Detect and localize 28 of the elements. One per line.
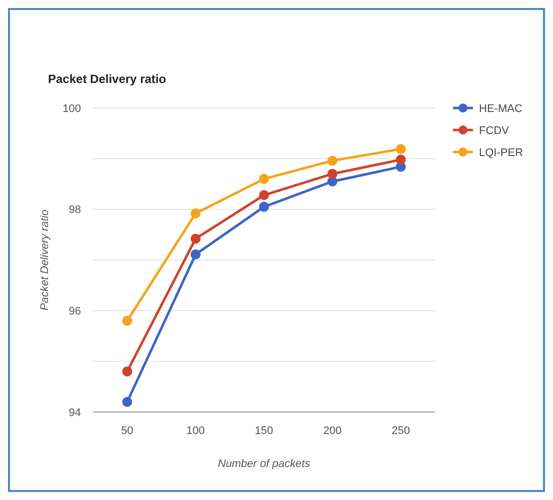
point	[259, 190, 269, 200]
x-tick-label: 200	[323, 425, 342, 437]
x-axis-title: Number of packets	[218, 458, 311, 470]
point	[259, 174, 269, 184]
legend-label: HE-MAC	[479, 102, 522, 115]
x-tick-label: 250	[392, 425, 410, 437]
x-tick-label: 50	[121, 425, 134, 437]
chart-title: Packet Delivery ratio	[48, 72, 166, 86]
point	[396, 154, 406, 165]
point	[327, 168, 338, 179]
legend-label: LQI-PER	[479, 146, 524, 159]
point	[122, 366, 132, 376]
y-tick-label: 98	[68, 204, 81, 216]
point	[259, 202, 269, 212]
y-axis-title: Packet Delivery ratio	[39, 210, 51, 310]
y-tick-label: 100	[62, 102, 81, 115]
point	[190, 208, 201, 218]
x-tick-label: 150	[254, 425, 274, 437]
point	[396, 144, 406, 154]
point	[122, 316, 132, 326]
point	[122, 396, 132, 407]
point	[327, 156, 338, 166]
y-tick-label: 94	[68, 406, 81, 419]
point	[190, 234, 201, 244]
y-tick-label: 96	[68, 306, 81, 318]
x-tick-label: 100	[186, 425, 205, 437]
legend-label: FCDV	[479, 124, 510, 137]
point	[190, 249, 201, 260]
